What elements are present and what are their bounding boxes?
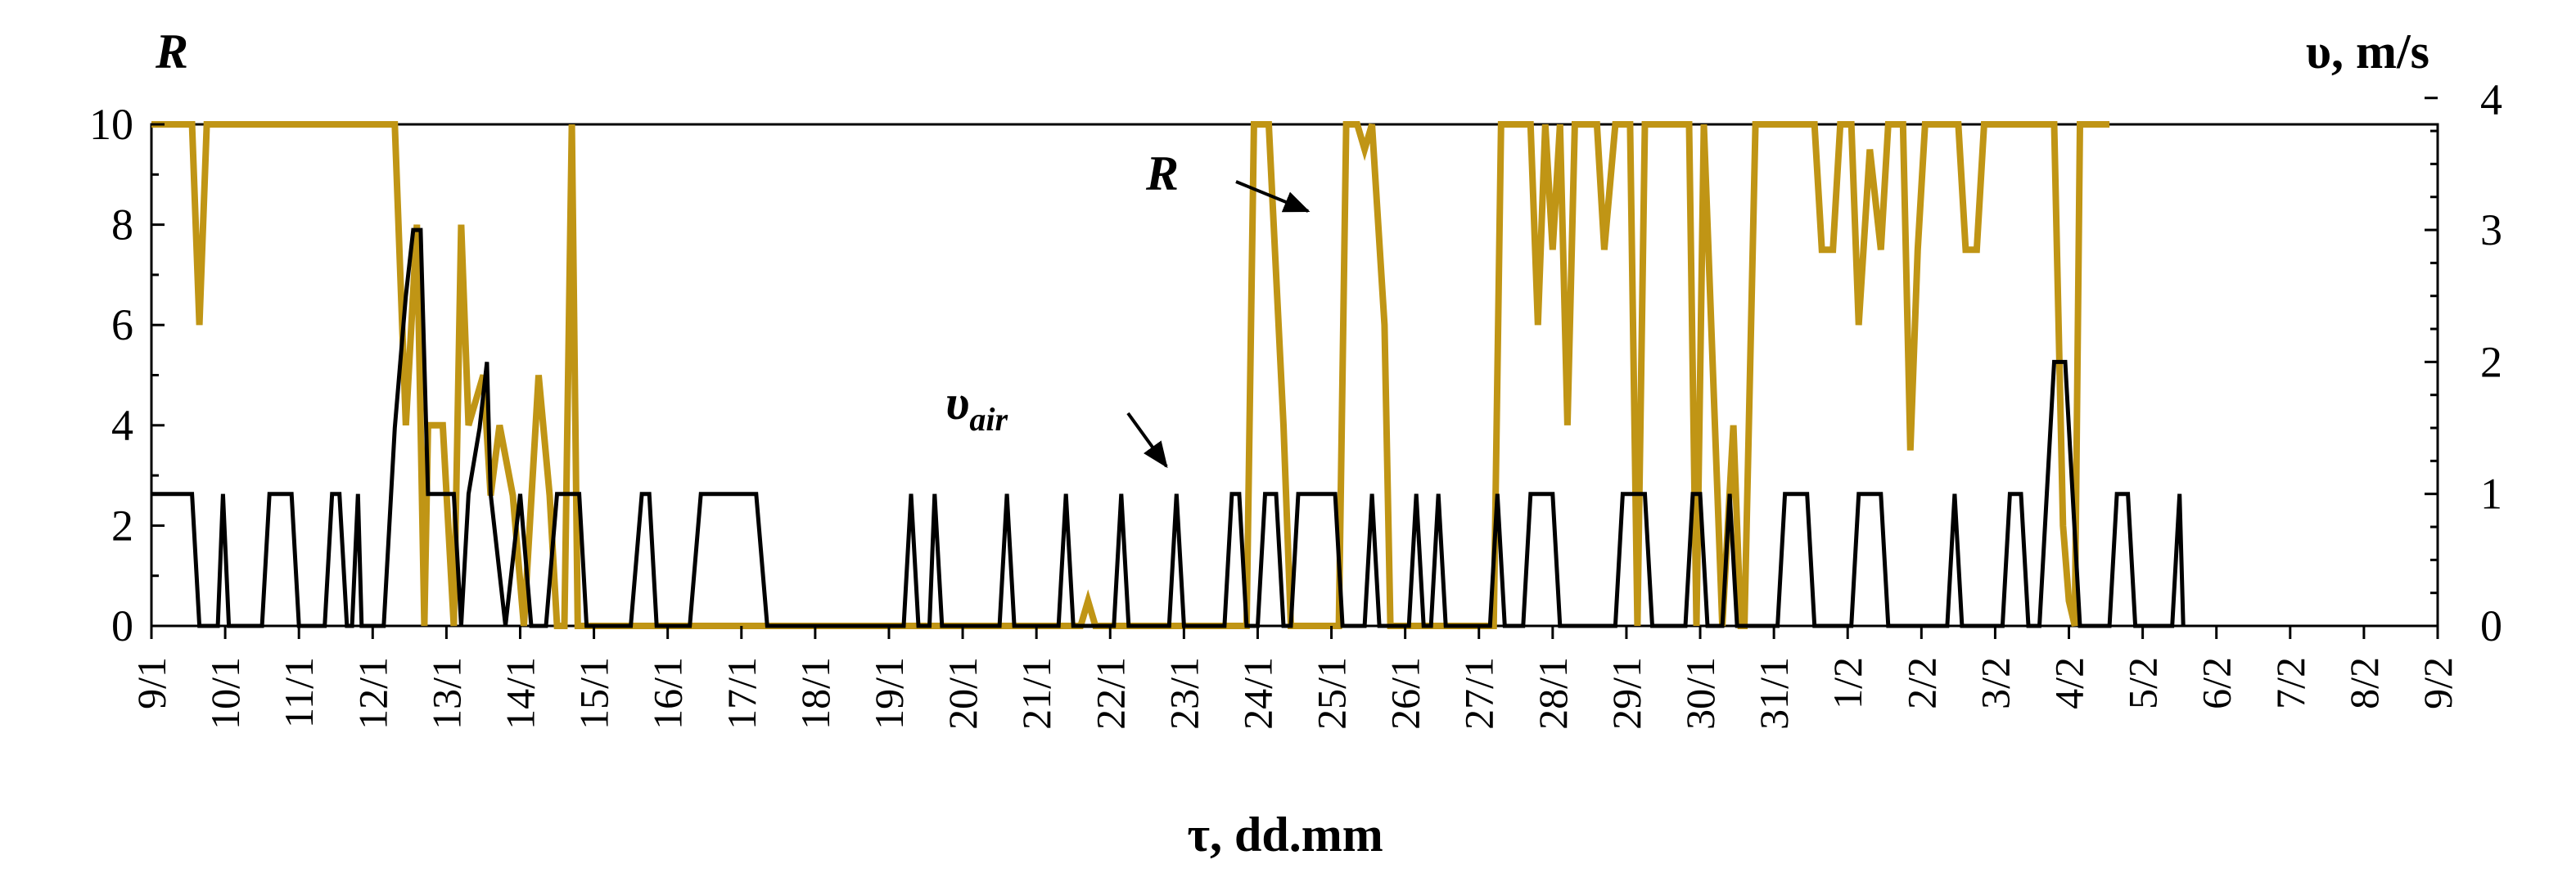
x-tick-label-15: 24/1 — [1234, 657, 1280, 730]
x-tick-label-29: 7/2 — [2267, 657, 2313, 709]
annotation-r: R — [1145, 146, 1311, 213]
x-tick-label-26: 4/2 — [2046, 657, 2092, 709]
labels-layer: 0 2 4 6 8 10 0 1 2 3 4 9/1 10/1 11/1 12/1 13/1 14/1 15/1 1… — [89, 75, 2502, 730]
series-line-vair — [151, 227, 2186, 628]
x-tick-label-10: 19/1 — [866, 657, 912, 730]
x-tick-label-28: 6/2 — [2194, 657, 2240, 709]
x-tick-label-17: 26/1 — [1383, 657, 1428, 730]
x-tick-label-21: 30/1 — [1677, 657, 1723, 730]
y-left-tick-label-2: 2 — [111, 501, 133, 550]
y-right-tick-label-0: 0 — [2480, 601, 2502, 650]
y-right-tick-label-3: 3 — [2480, 205, 2502, 254]
x-tick-label-7: 16/1 — [645, 657, 691, 730]
y-left-tick-label-0: 0 — [111, 601, 133, 650]
y-axis-title-left: R — [155, 25, 188, 79]
y-axis-title-right: υ, m/s — [2306, 25, 2429, 79]
x-tick-label-30: 8/2 — [2341, 657, 2387, 709]
x-tick-label-16: 25/1 — [1309, 657, 1355, 730]
y-left-tick-label-4: 4 — [111, 401, 133, 450]
x-tick-label-3: 12/1 — [350, 657, 395, 730]
x-tick-label-11: 20/1 — [940, 657, 986, 730]
y-right-tick-label-2: 2 — [2480, 337, 2502, 386]
annotation-r-arrow — [1235, 180, 1311, 213]
x-tick-label-0: 9/1 — [129, 657, 174, 709]
x-tick-label-6: 15/1 — [571, 657, 617, 730]
y-left-tick-label-6: 6 — [111, 300, 133, 349]
annotation-vair-subscript: air — [969, 401, 1008, 438]
y-right-tick-label-4: 4 — [2480, 75, 2502, 124]
x-tick-label-18: 27/1 — [1456, 657, 1502, 730]
x-tick-label-5: 14/1 — [497, 657, 543, 730]
svg-text:υair: υair — [945, 376, 1008, 438]
x-tick-label-25: 3/2 — [1972, 657, 2018, 709]
annotation-vair: υair — [945, 376, 1168, 469]
x-tick-label-8: 17/1 — [719, 657, 765, 730]
x-tick-label-23: 1/2 — [1825, 657, 1870, 709]
x-tick-label-13: 22/1 — [1087, 657, 1133, 730]
x-tick-label-1: 10/1 — [202, 657, 248, 730]
x-tick-label-31: 9/2 — [2415, 657, 2461, 709]
x-axis-title: τ, dd.mm — [1187, 808, 1383, 862]
x-tick-label-2: 11/1 — [276, 657, 322, 728]
svg-text:R: R — [1145, 146, 1179, 200]
y-left-tick-label-8: 8 — [111, 200, 133, 250]
x-tick-label-20: 29/1 — [1604, 657, 1649, 730]
series-line-r — [151, 121, 2110, 629]
x-tick-label-19: 28/1 — [1530, 657, 1576, 730]
x-tick-label-14: 23/1 — [1161, 657, 1207, 730]
x-tick-label-27: 5/2 — [2120, 657, 2166, 709]
annotation-vair-arrow — [1126, 412, 1168, 469]
x-tick-label-12: 21/1 — [1013, 657, 1059, 730]
y-left-tick-label-10: 10 — [89, 100, 133, 149]
x-tick-label-24: 2/2 — [1898, 657, 1944, 709]
annotation-vair-symbol: υ — [945, 376, 969, 430]
x-tick-label-22: 31/1 — [1751, 657, 1797, 730]
axes-layer — [150, 97, 2439, 639]
y-right-tick-label-1: 1 — [2480, 470, 2502, 519]
series-layer — [151, 121, 2186, 629]
x-tick-label-9: 18/1 — [792, 657, 838, 730]
x-tick-label-4: 13/1 — [423, 657, 469, 730]
